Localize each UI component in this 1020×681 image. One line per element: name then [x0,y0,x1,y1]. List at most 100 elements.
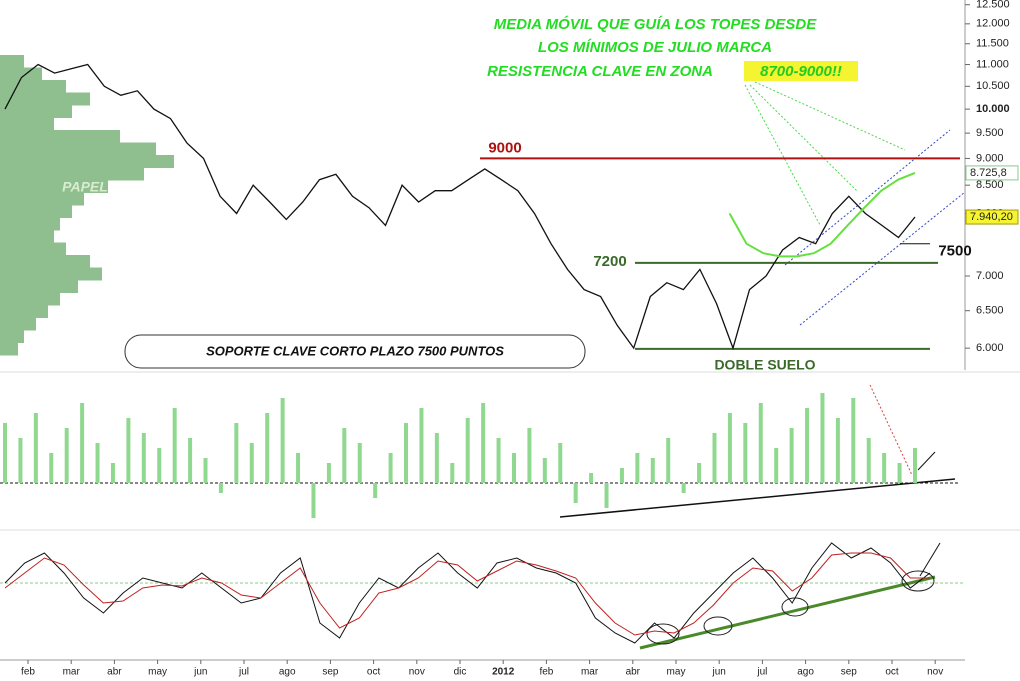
oscillator-bar [712,433,717,483]
oscillator-bar [3,423,7,483]
oscillator-bar [203,458,208,483]
profile-bar [0,117,54,131]
profile-bar [0,242,66,256]
y-tick-label: 9.000 [976,152,1004,164]
profile-bar [0,167,144,181]
profile-bar [0,267,102,281]
oscillator-bar [218,483,223,493]
oscillator-bar [866,438,871,483]
oscillator-bar [80,403,85,483]
x-tick-label: jul [238,667,249,678]
x-tick-label: jun [712,667,726,678]
annotation-arrows [744,81,906,226]
profile-bar [0,142,156,156]
y-tick-label: 7.000 [976,270,1004,282]
oscillator-bar [373,483,378,498]
y-tick-label: 10.500 [976,80,1010,92]
oscillator-bar [434,433,439,483]
level-label: 9000 [488,139,521,156]
profile-bar [0,80,66,93]
x-tick-label: jun [193,667,207,678]
oscillator-bar [913,448,917,483]
oscillator-bar [573,483,578,503]
oscillator-bar [342,428,347,483]
level-label: 7200 [593,253,626,270]
profile-bar [0,67,42,81]
oscillator-bar [404,423,409,483]
oscillator-bar [110,463,115,483]
x-tick-label: nov [927,667,943,678]
profile-bar [0,255,90,268]
x-tick-label: nov [409,667,425,678]
oscillator-bar [326,463,331,483]
oscillator-bar [511,453,516,483]
profile-bar [0,330,24,343]
channel-lines [784,129,966,326]
oscillator-bar [774,448,779,483]
annotation-line: MEDIA MÓVIL QUE GUÍA LOS TOPES DESDE [494,15,818,33]
x-tick-label: oct [885,667,899,678]
oscillator-bar [835,418,840,483]
profile-bar [0,155,174,168]
oscillator-bar [357,443,362,483]
profile-bar [0,92,90,106]
profile-bar [0,342,18,356]
oscillator-bar [450,463,455,483]
trendline [639,575,936,650]
oscillator-bar [188,438,193,483]
oscillator-bar [619,468,624,483]
oscillator-bar [481,403,486,483]
y-tick-label: 11.500 [976,38,1009,50]
oscillator-bar [296,453,301,483]
x-tick-label: abr [107,667,122,678]
last-value: 8.725,8 [970,167,1007,179]
profile-bar [0,205,72,218]
up-arrows [917,451,941,577]
oscillator-bar [758,403,763,483]
profile-bar [0,305,48,318]
profile-label: PAPEL [62,179,108,195]
oscillator-bar [727,413,732,483]
note-box [124,334,586,369]
oscillator-bar [64,428,69,483]
x-tick-label: 2012 [492,667,515,678]
x-tick-label: sep [841,667,858,678]
support-note: SOPORTE CLAVE CORTO PLAZO 7500 PUNTOS [206,343,504,358]
oscillator-bar [897,463,902,483]
oscillator-bar [820,393,825,483]
moving-average [728,171,916,258]
oscillator-bar [527,428,532,483]
y-tick-label: 10.000 [976,103,1010,115]
y-tick-label: 11.000 [976,58,1009,70]
x-tick-label: feb [21,667,35,678]
x-tick-label: sep [322,667,339,678]
x-tick-label: oct [367,667,381,678]
highlight-box [744,61,858,81]
oscillator-bar [496,438,501,483]
profile-bar [0,230,54,243]
profile-bar [0,292,60,306]
x-tick-label: mar [581,667,599,678]
level-label: 7500 [938,243,971,260]
oscillator-bar [789,428,794,483]
y-tick-label: 8.500 [976,179,1004,191]
oscillator-bar [681,483,686,493]
profile-bar [0,217,60,231]
x-tick-label: dic [454,667,467,678]
profile-bar [0,180,108,193]
macd-line [4,542,931,644]
divergence [869,384,913,476]
oscillator-bar [666,438,671,483]
x-tick-label: abr [626,667,641,678]
oscillator-bar [589,473,594,483]
annotation-line: RESISTENCIA CLAVE EN ZONA [487,63,713,80]
oscillator-bar [311,483,316,518]
x-tick-label: ago [797,667,814,678]
y-tick-label: 6.500 [976,305,1004,317]
profile-bar [0,192,84,206]
oscillator-bar [604,483,609,508]
x-tick-label: ago [279,667,296,678]
last-value: 7.940,20 [970,211,1013,223]
y-tick-label: 12.500 [976,0,1010,11]
